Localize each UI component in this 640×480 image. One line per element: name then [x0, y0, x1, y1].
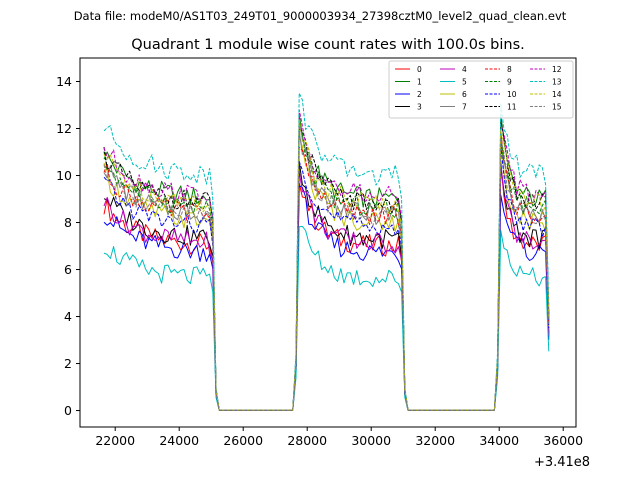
legend-label: 13	[552, 78, 562, 87]
y-tick-label: 0	[64, 403, 72, 418]
legend-label: 6	[462, 90, 467, 99]
y-axis: 0 2 4 6 8 10 12 14	[56, 74, 80, 418]
series-line-9	[103, 125, 550, 411]
y-tick-label: 6	[64, 262, 72, 277]
y-tick-label: 2	[64, 356, 72, 371]
x-tick-label: 24000	[159, 433, 199, 448]
x-tick-label: 34000	[479, 433, 519, 448]
x-axis: 22000 24000 26000 28000 30000 32000 34000 36000	[95, 427, 583, 448]
x-tick-label: 30000	[351, 433, 391, 448]
legend-label: 12	[552, 65, 562, 74]
legend-label: 15	[552, 103, 562, 112]
series-line-15	[103, 122, 550, 411]
legend-frame	[388, 60, 574, 119]
y-tick-label: 12	[56, 121, 72, 136]
x-tick-label: 28000	[287, 433, 327, 448]
chart-title: Quadrant 1 module wise count rates with …	[131, 37, 525, 53]
legend-label: 14	[552, 90, 562, 99]
legend-label: 9	[507, 78, 512, 87]
legend-label: 4	[462, 65, 467, 74]
legend-label: 11	[507, 103, 517, 112]
x-axis-offset-label: +3.41e8	[534, 455, 590, 470]
y-tick-label: 4	[64, 309, 72, 324]
legend-label: 10	[507, 90, 517, 99]
legend-label: 3	[417, 103, 422, 112]
legend-label: 8	[507, 65, 512, 74]
series-line-8	[103, 132, 550, 411]
series-line-5	[103, 225, 550, 411]
x-tick-label: 36000	[543, 433, 583, 448]
x-tick-label: 32000	[415, 433, 455, 448]
y-tick-label: 8	[64, 215, 72, 230]
x-tick-label: 22000	[95, 433, 135, 448]
figure-suptitle: Data file: modeM0/AS1T03_249T01_90000039…	[74, 9, 567, 23]
legend-label: 2	[417, 90, 422, 99]
x-tick-label: 26000	[223, 433, 263, 448]
legend-label: 7	[462, 103, 467, 112]
plot-area-frame	[79, 57, 577, 428]
y-tick-label: 10	[56, 168, 72, 183]
data-series-group	[103, 92, 550, 411]
y-tick-label: 14	[56, 74, 72, 89]
legend-label: 1	[417, 78, 422, 87]
legend-label: 5	[462, 78, 467, 87]
legend-label: 0	[417, 65, 422, 74]
